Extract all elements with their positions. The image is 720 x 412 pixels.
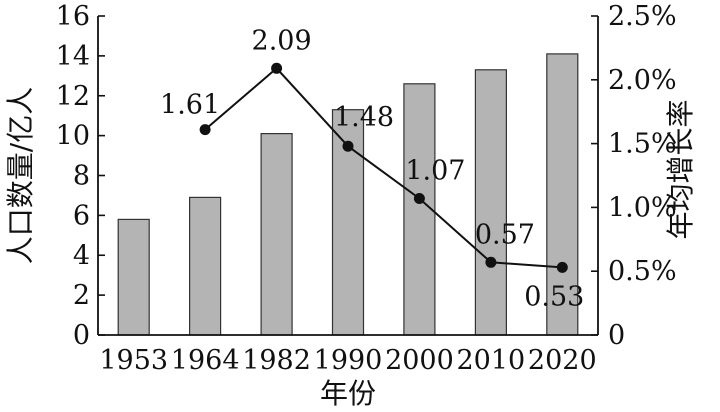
left-tick-label: 2	[73, 280, 90, 311]
growth-rate-line	[204, 66, 563, 269]
left-tick-label: 16	[56, 1, 90, 32]
left-tick-label: 14	[56, 41, 90, 72]
data-label-2010: 0.57	[475, 219, 535, 250]
right-tick-label: 1.5%	[608, 129, 677, 160]
bars-layer	[117, 53, 579, 336]
right-tick-label: 1.0%	[608, 192, 677, 223]
data-label-1964: 1.61	[160, 90, 220, 121]
x-tick-label: 1953	[99, 345, 168, 376]
point-1982	[271, 62, 283, 74]
data-label-2000: 1.07	[405, 156, 465, 187]
left-tick-label: 4	[73, 240, 90, 271]
bar-1982	[260, 133, 293, 336]
bar-2010	[474, 69, 507, 336]
x-tick-label: 1990	[314, 345, 383, 376]
left-tick-label: 8	[73, 161, 90, 192]
x-tick-label: 1982	[242, 345, 311, 376]
left-tick-label: 6	[73, 200, 90, 231]
right-tick-label: 2.5%	[608, 1, 677, 32]
point-1964	[199, 124, 211, 136]
left-tick-label: 10	[56, 121, 90, 152]
x-axis-title: 年份	[320, 377, 376, 410]
left-axis-title: 人口数量/亿人	[4, 87, 37, 264]
x-tick-label: 2000	[385, 345, 454, 376]
x-tick-label: 2020	[528, 345, 597, 376]
data-label-1990: 1.48	[334, 102, 394, 133]
right-tick-label: 0.5%	[608, 256, 677, 287]
growth-line-layer	[204, 66, 563, 269]
x-tick-label: 1964	[171, 345, 240, 376]
right-tick-label: 0	[608, 320, 625, 351]
bar-1964	[189, 196, 222, 336]
point-2020	[556, 261, 568, 273]
left-tick-label: 12	[56, 81, 90, 112]
left-tick-label: 0	[73, 320, 90, 351]
right-axis-title: 年均增长率	[664, 99, 697, 239]
bar-1990	[331, 109, 365, 336]
x-tick-label: 2010	[456, 345, 525, 376]
point-1990	[342, 140, 354, 152]
data-labels-layer: 1.61 2.09 1.48 1.07 0.57 0.53	[160, 25, 584, 312]
data-label-1982: 2.09	[252, 25, 312, 56]
point-2000	[413, 193, 425, 204]
right-tick-label: 2.0%	[608, 65, 677, 96]
points-layer	[199, 62, 568, 273]
bar-1953	[117, 218, 150, 336]
point-2010	[485, 256, 497, 268]
data-label-2020: 0.53	[524, 281, 584, 312]
